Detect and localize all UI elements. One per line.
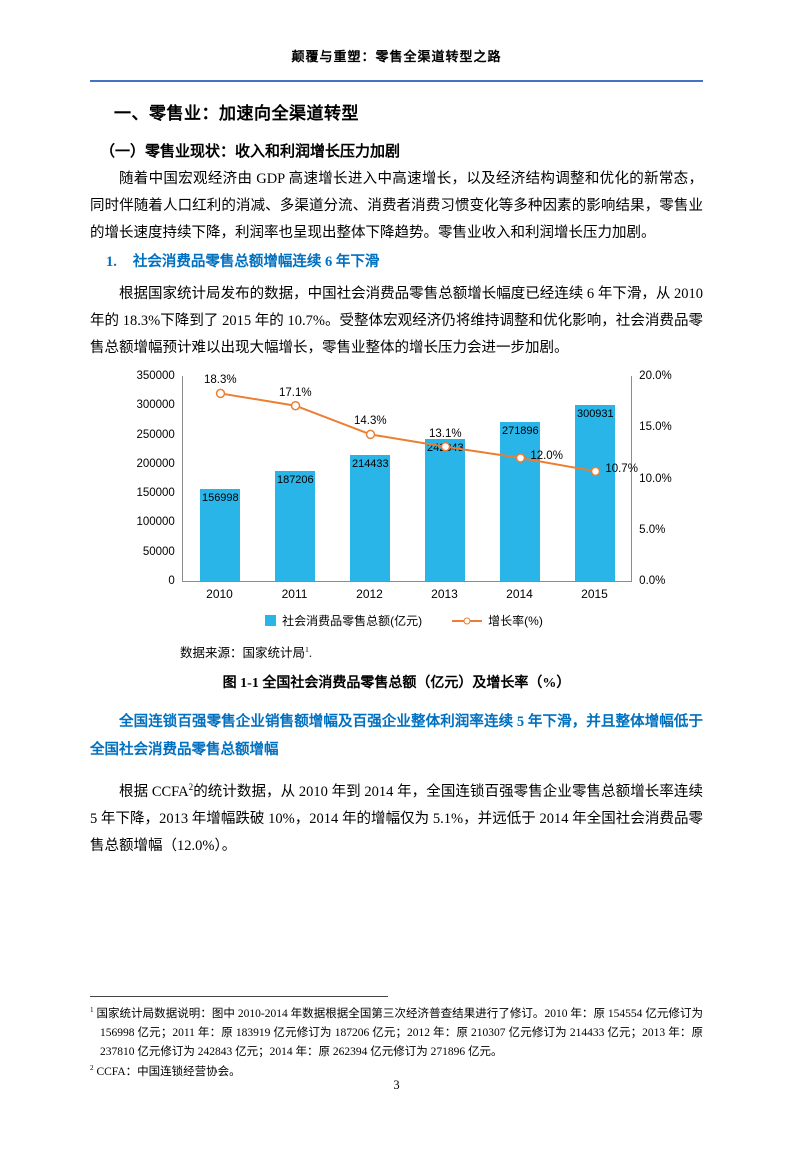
- page-number: 3: [393, 1078, 400, 1092]
- chart-bar-2010: [200, 489, 241, 581]
- line-point-marker: [590, 466, 601, 477]
- bar-value-label: 271896: [501, 425, 539, 437]
- line-series-swatch-icon: [452, 617, 483, 624]
- growth-rate-label: 18.3%: [204, 374, 237, 387]
- line-point-marker: [515, 453, 526, 463]
- paragraph-ccfa: 根据 CCFA2的统计数据，从 2010 年到 2014 年，全国连锁百强零售企…: [90, 779, 703, 860]
- footnote-2: 2 CCFA：中国连锁经营协会。: [90, 1063, 703, 1082]
- x-axis-label: 2012: [356, 587, 383, 601]
- footnote-ref-1: 1: [305, 644, 309, 654]
- document-page: 颠覆与重塑：零售全渠道转型之路 一、零售业：加速向全渠道转型 （一）零售业现状：…: [0, 46, 793, 860]
- figure-1-1-chart: 350000 300000 250000 200000 150000 100000 5000…: [130, 370, 678, 629]
- chart-bar-2015: [575, 405, 616, 581]
- bar-value-label: 156998: [201, 492, 239, 504]
- line-marker-icon: [463, 617, 471, 624]
- right-y-axis-tick-label: 10.0%: [639, 472, 672, 485]
- chart-y-axis-left: 350000 300000 250000 200000 150000 100000 5000…: [130, 370, 182, 587]
- item-text: 社会消费品零售总额增幅连续 6 年下滑: [132, 254, 380, 270]
- left-y-axis-tick-label: 200000: [136, 457, 175, 470]
- source-text: 数据来源：国家统计局: [180, 646, 306, 660]
- legend-label-bar: 社会消费品零售总额(亿元): [282, 614, 423, 628]
- x-axis-label: 2011: [281, 587, 308, 601]
- x-axis-label: 2014: [506, 587, 533, 601]
- document-header: 颠覆与重塑：零售全渠道转型之路: [90, 46, 703, 82]
- paragraph-intro: 随着中国宏观经济由 GDP 高速增长进入中高速增长，以及经济结构调整和优化的新常…: [90, 171, 703, 241]
- numbered-subheading: 1. 社会消费品零售总额增幅连续 6 年下滑: [90, 249, 703, 276]
- growth-rate-label: 14.3%: [354, 415, 387, 428]
- left-y-axis-tick-label: 150000: [136, 487, 175, 500]
- chart-y-axis-right: 20.0% 15.0% 10.0% 5.0% 0.0%: [632, 370, 678, 587]
- footnote-1-marker: 1: [90, 1006, 94, 1015]
- left-y-axis-tick-label: 300000: [136, 399, 175, 412]
- legend-item-line: 增长率(%): [452, 612, 543, 629]
- footnote-ref-2: 2: [188, 781, 194, 792]
- chart-plot-area: 15699818720621443324284327189630093118.3…: [181, 374, 638, 582]
- subsection-heading: （一）零售业现状：收入和利润增长压力加剧: [100, 144, 401, 160]
- figure-caption: 图 1-1 全国社会消费品零售总额（亿元）及增长率（%）: [222, 676, 571, 691]
- bar-series-swatch-icon: [265, 615, 277, 626]
- chart-bar-2012: [350, 455, 391, 581]
- bar-value-label: 187206: [276, 474, 314, 486]
- left-y-axis-tick-label: 100000: [136, 516, 175, 529]
- left-y-axis-tick-label: 350000: [136, 370, 175, 382]
- footnote-separator: [90, 996, 388, 997]
- blue-statement: 全国连锁百强零售企业销售额增幅及百强企业整体利润率连续 5 年下滑，并且整体增幅…: [90, 714, 703, 758]
- footnote-1-text: 国家统计局数据说明：图中 2010-2014 年数据根据全国第三次经济普查结果进…: [93, 1008, 703, 1058]
- item-number: 1.: [106, 254, 117, 270]
- right-y-axis-tick-label: 5.0%: [639, 523, 666, 536]
- section-heading: 一、零售业：加速向全渠道转型: [114, 104, 359, 123]
- chart-x-axis: 2010 2011 2012 2013 2014 2015: [182, 582, 632, 601]
- left-y-axis-tick-label: 250000: [136, 428, 175, 441]
- right-y-axis-tick-label: 0.0%: [639, 575, 666, 587]
- chart-bar-2014: [500, 422, 541, 581]
- x-axis-label: 2013: [431, 587, 458, 601]
- legend-item-bar: 社会消费品零售总额(亿元): [265, 612, 422, 629]
- line-point-marker: [215, 388, 226, 399]
- right-y-axis-tick-label: 15.0%: [639, 421, 672, 434]
- right-y-axis-tick-label: 20.0%: [639, 370, 672, 382]
- growth-rate-label: 13.1%: [429, 427, 462, 440]
- footnote-1: 1 国家统计局数据说明：图中 2010-2014 年数据根据全国第三次经济普查结…: [90, 1005, 703, 1062]
- line-point-marker: [440, 441, 451, 452]
- footnote-area: 1 国家统计局数据说明：图中 2010-2014 年数据根据全国第三次经济普查结…: [90, 996, 703, 1083]
- growth-rate-line: [215, 388, 601, 477]
- data-source-note: 数据来源：国家统计局1.: [180, 642, 703, 661]
- ccfa-text-after: 的统计数据，从 2010 年到 2014 年，全国连锁百强零售企业零售总额增长率…: [90, 783, 703, 854]
- growth-rate-label: 17.1%: [279, 386, 312, 399]
- footnote-2-marker: 2: [90, 1064, 94, 1073]
- left-y-axis-tick-label: 50000: [142, 545, 175, 558]
- left-y-axis-tick-label: 0: [168, 575, 175, 587]
- source-suffix: .: [308, 646, 313, 660]
- chart-bar-2011: [275, 471, 316, 581]
- footnote-2-text: CCFA：中国连锁经营协会。: [93, 1066, 241, 1078]
- chart-legend: 社会消费品零售总额(亿元) 增长率(%): [130, 612, 678, 629]
- legend-label-line: 增长率(%): [488, 614, 543, 628]
- line-point-marker: [365, 429, 376, 440]
- x-axis-label: 2010: [206, 587, 233, 601]
- growth-rate-label: 12.0%: [530, 450, 563, 462]
- x-axis-label: 2015: [581, 587, 608, 601]
- ccfa-text-before: 根据 CCFA: [119, 783, 189, 800]
- bar-value-label: 300931: [576, 408, 614, 420]
- chart-bar-2013: [425, 439, 466, 581]
- paragraph-stats: 根据国家统计局发布的数据，中国社会消费品零售总额增长幅度已经连续 6 年下滑，从…: [90, 286, 703, 356]
- line-point-marker: [290, 400, 301, 411]
- bar-value-label: 214433: [351, 458, 389, 470]
- growth-rate-label: 10.7%: [605, 463, 638, 476]
